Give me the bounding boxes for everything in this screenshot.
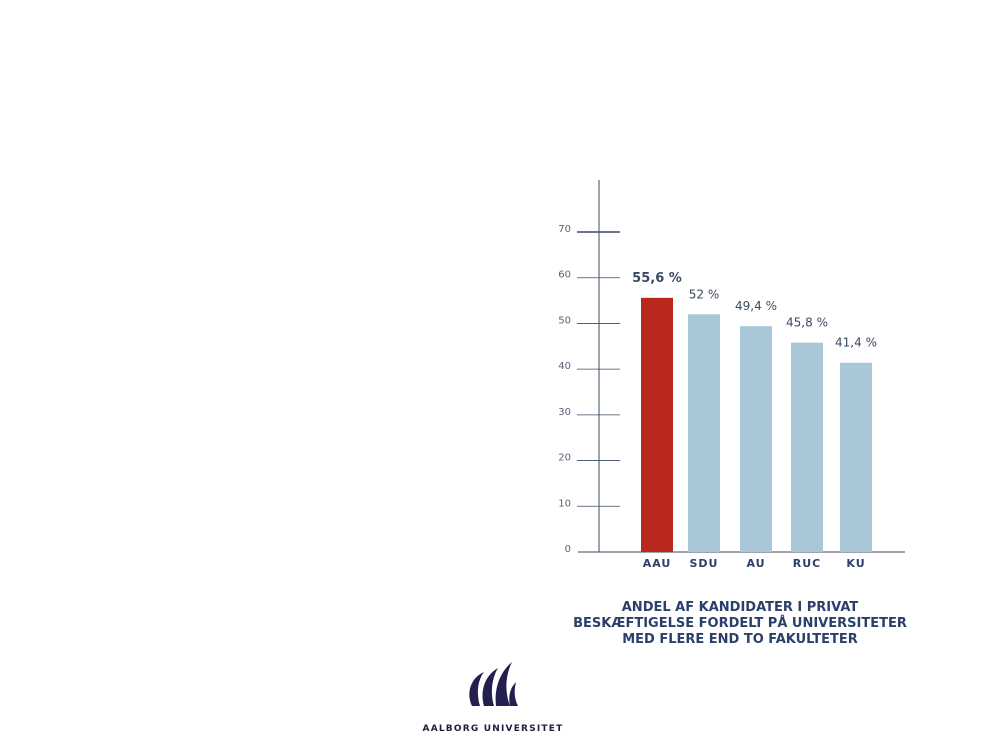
bar: [641, 297, 673, 552]
y-axis: 0 10 20 30 40 50 60 70: [558, 180, 905, 555]
x-axis-labels: AAU SDU AU RUC KU: [643, 557, 865, 570]
x-tick-label: KU: [846, 557, 865, 570]
bars: [641, 297, 872, 552]
value-labels: 55,6 % 52 % 49,4 % 45,8 % 41,4 %: [632, 271, 877, 350]
y-tick-label: 60: [558, 270, 571, 281]
caption-line: BESKÆFTIGELSE FORDELT PÅ UNIVERSITETER: [573, 616, 907, 631]
bar: [740, 326, 772, 552]
bar: [688, 314, 720, 552]
value-label: 52 %: [689, 287, 720, 301]
x-tick-label: AAU: [643, 557, 672, 570]
bar: [791, 342, 823, 552]
y-tick-label: 70: [558, 224, 571, 235]
bar-chart: 0 10 20 30 40 50 60 70 55,6 % 52 % 49,4 % 45,8 % 41…: [558, 180, 905, 570]
chart-caption: ANDEL AF KANDIDATER I PRIVAT BESKÆFTIGEL…: [560, 600, 920, 648]
value-label: 45,8 %: [786, 316, 828, 330]
x-tick-label: AU: [746, 557, 765, 570]
caption-line: ANDEL AF KANDIDATER I PRIVAT: [621, 600, 859, 615]
y-tick-label: 30: [558, 407, 571, 418]
y-tick-label: 40: [558, 361, 571, 372]
bar: [840, 362, 872, 552]
value-label: 49,4 %: [735, 299, 777, 313]
aalborg-university-logo-icon: [469, 662, 518, 706]
y-tick-label: 50: [558, 315, 571, 326]
x-tick-label: RUC: [793, 557, 821, 570]
caption-line: MED FLERE END TO FAKULTETER: [622, 632, 858, 647]
x-tick-label: SDU: [690, 557, 719, 570]
value-label: 41,4 %: [835, 336, 877, 350]
logo-text: AALBORG UNIVERSITET: [422, 724, 564, 734]
aalborg-university-logo: AALBORG UNIVERSITET: [420, 658, 566, 744]
y-tick-label: 10: [558, 498, 571, 509]
y-tick-label: 20: [558, 453, 571, 464]
y-tick-label: 0: [565, 544, 571, 555]
value-label: 55,6 %: [632, 271, 682, 286]
